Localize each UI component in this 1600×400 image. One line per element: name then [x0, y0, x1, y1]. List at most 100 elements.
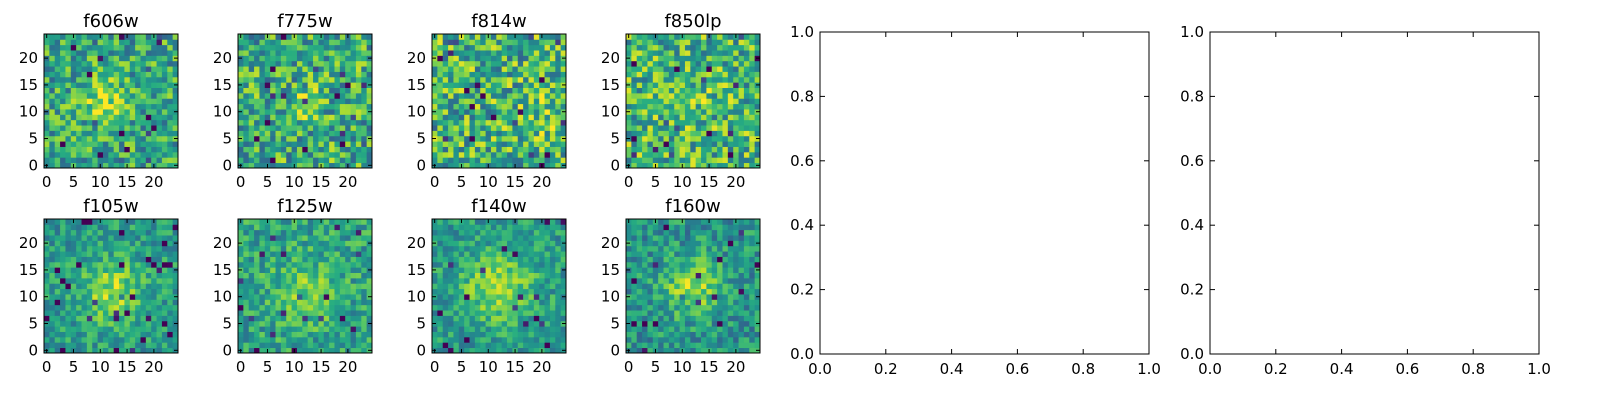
- heatmap-cell: [140, 240, 147, 247]
- heatmap-cell: [302, 76, 309, 83]
- heatmap-cell: [286, 299, 292, 306]
- heatmap-cell: [485, 288, 492, 295]
- heatmap-cell: [722, 146, 729, 153]
- heatmap-cell: [749, 146, 756, 153]
- heatmap-cell: [60, 34, 66, 40]
- heatmap-cell: [469, 92, 476, 99]
- heatmap-cell: [76, 326, 82, 332]
- heatmap-cell: [690, 135, 697, 142]
- heatmap-cell: [738, 294, 745, 300]
- heatmap-cell: [296, 256, 303, 263]
- heatmap-cell: [323, 347, 330, 354]
- heatmap-cell: [145, 66, 152, 72]
- heatmap-cell: [528, 267, 535, 273]
- heatmap-cell: [480, 50, 486, 56]
- heatmap-cell: [161, 283, 168, 290]
- heatmap-cell: [102, 326, 109, 332]
- heatmap-cell: [345, 151, 351, 158]
- heatmap-cell: [81, 162, 88, 169]
- heatmap-cell: [49, 251, 56, 257]
- heatmap-cell: [49, 342, 56, 349]
- heatmap-cell: [642, 109, 648, 115]
- heatmap-cell: [296, 267, 303, 273]
- heatmap-cell: [539, 267, 545, 273]
- heatmap-cell: [350, 125, 357, 131]
- heatmap-cell: [458, 76, 465, 83]
- heatmap-cell: [248, 39, 255, 46]
- heatmap-cell: [496, 261, 503, 268]
- heatmap-cell: [334, 55, 341, 62]
- heatmap-cell: [313, 114, 319, 121]
- heatmap-cell: [172, 146, 179, 153]
- heatmap-cell: [469, 109, 476, 115]
- heatmap-cell: [76, 261, 82, 268]
- heatmap-cell: [44, 310, 50, 316]
- heatmap-cell: [663, 320, 670, 327]
- heatmap-cell: [507, 146, 513, 153]
- heatmap-cell: [113, 224, 120, 231]
- heatmap-cell: [81, 277, 88, 284]
- heatmap-cell: [727, 347, 734, 354]
- heatmap-cell: [248, 342, 255, 349]
- heatmap-cell: [92, 320, 98, 327]
- heatmap-cell: [480, 229, 486, 236]
- heatmap-cell: [172, 66, 179, 72]
- heatmap-cell: [523, 119, 529, 126]
- heatmap-cell: [523, 304, 529, 311]
- heatmap-cell: [469, 320, 476, 327]
- heatmap-cell: [442, 130, 449, 137]
- heatmap-cell: [722, 326, 729, 332]
- heatmap-cell: [501, 114, 508, 121]
- heatmap-cell: [264, 82, 271, 88]
- heatmap-cell: [555, 130, 562, 137]
- heatmap-cell: [674, 310, 680, 316]
- heatmap-cell: [631, 347, 638, 354]
- heatmap-cell: [54, 267, 61, 273]
- heatmap-cell: [544, 151, 551, 158]
- heatmap-cell: [44, 261, 50, 268]
- heatmap-cell: [485, 55, 492, 62]
- heatmap-cell: [701, 98, 707, 105]
- heatmap-cell: [458, 98, 465, 105]
- heatmap-cell: [355, 44, 362, 51]
- heatmap-cell: [248, 277, 255, 284]
- heatmap-cell: [517, 326, 524, 332]
- heatmap-cell: [145, 294, 152, 300]
- heatmap-cell: [291, 92, 298, 99]
- heatmap-cell: [490, 299, 497, 306]
- heatmap-cell: [129, 66, 136, 72]
- heatmap-cell: [501, 235, 508, 241]
- heatmap-cell: [701, 162, 707, 169]
- heatmap-cell: [733, 50, 739, 56]
- heatmap-cell: [711, 34, 718, 40]
- heatmap-cell: [658, 157, 664, 164]
- heatmap-cell: [555, 66, 562, 72]
- heatmap-cell: [684, 71, 691, 78]
- heatmap-cell: [706, 272, 713, 279]
- heatmap-cell: [549, 331, 556, 338]
- heatmap-cell: [355, 87, 362, 94]
- heatmap-cell: [496, 245, 503, 252]
- heatmap-cell: [54, 114, 61, 121]
- heatmap-cell: [270, 71, 276, 78]
- heatmap-cell: [749, 331, 756, 338]
- heatmap-cell: [254, 76, 260, 83]
- heatmap-cell: [264, 261, 271, 268]
- heatmap-cell: [501, 66, 508, 72]
- heatmap-cell: [727, 288, 734, 295]
- heatmap-cell: [490, 256, 497, 263]
- heatmap-cell: [749, 320, 756, 327]
- heatmap-cell: [366, 151, 373, 158]
- heatmap-cell: [469, 125, 476, 131]
- heatmap-cell: [555, 114, 562, 121]
- heatmap-cell: [512, 87, 519, 94]
- heatmap-cell: [717, 146, 723, 153]
- heatmap-cell: [690, 119, 697, 126]
- heatmap-cell: [560, 219, 567, 225]
- heatmap-cell: [539, 315, 545, 322]
- heatmap-cell: [243, 288, 250, 295]
- heatmap-cell: [501, 277, 508, 284]
- heatmap-cell: [243, 60, 250, 67]
- heatmap-cell: [711, 44, 718, 51]
- heatmap-cell: [318, 146, 325, 153]
